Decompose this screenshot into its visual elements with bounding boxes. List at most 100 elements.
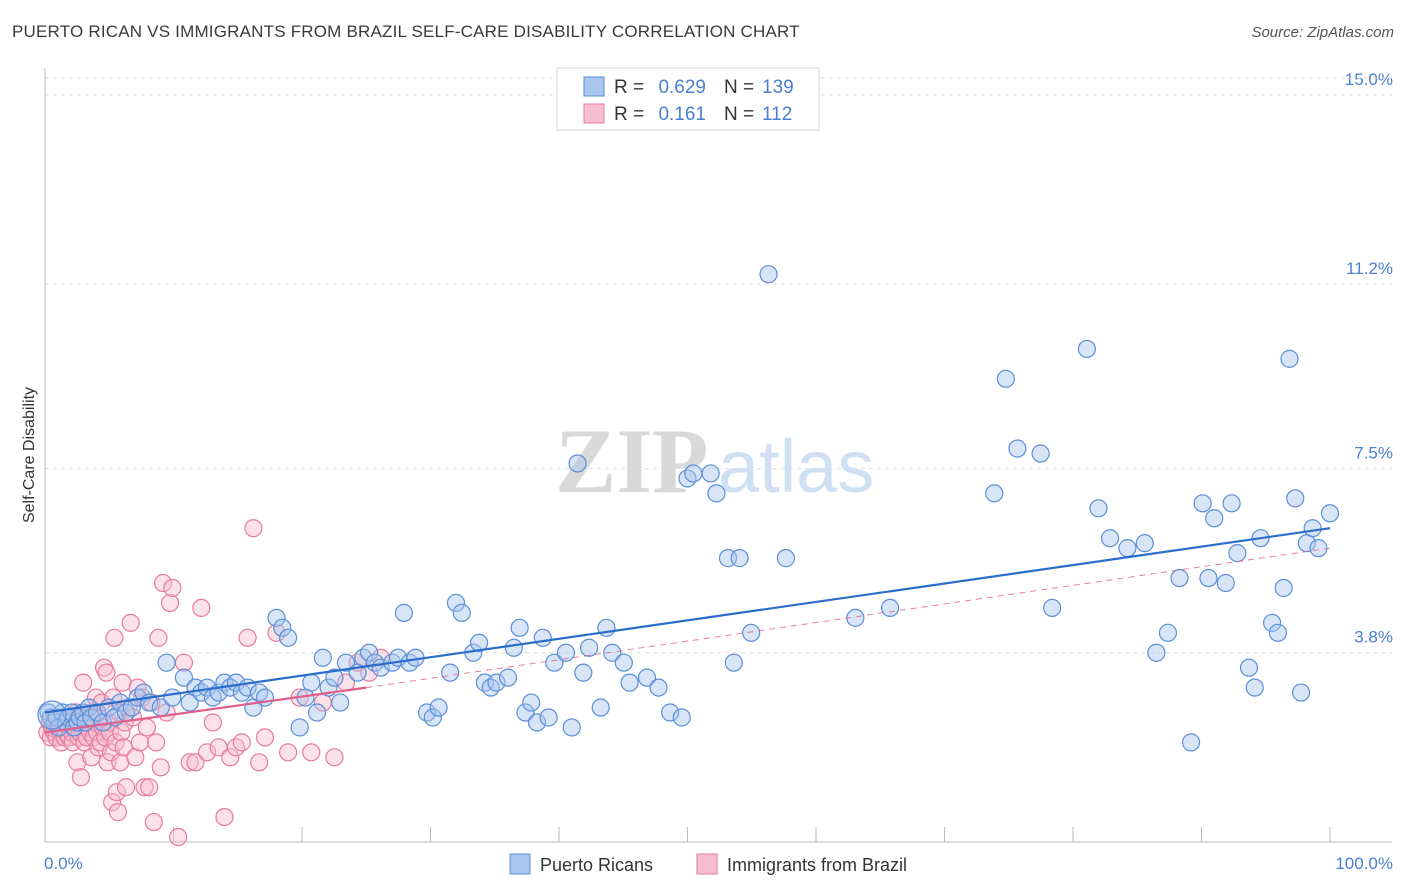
data-point bbox=[707, 484, 726, 503]
data-point bbox=[37, 700, 67, 730]
data-point bbox=[1118, 539, 1137, 558]
legend-r-label: R = bbox=[614, 104, 644, 125]
data-point bbox=[250, 753, 269, 772]
data-point bbox=[481, 678, 500, 697]
data-point bbox=[579, 638, 599, 657]
trend-lines bbox=[44, 527, 1331, 734]
data-point bbox=[74, 673, 93, 692]
data-point bbox=[724, 653, 743, 672]
data-point bbox=[192, 598, 211, 618]
data-point bbox=[591, 698, 610, 717]
data-point bbox=[1291, 683, 1311, 702]
data-point bbox=[701, 464, 720, 483]
data-point bbox=[661, 703, 680, 722]
y-tick-label: 11.2% bbox=[1346, 259, 1393, 278]
data-point bbox=[157, 653, 176, 672]
data-point bbox=[163, 688, 182, 707]
data-point bbox=[1077, 339, 1096, 359]
data-point bbox=[1135, 534, 1154, 553]
data-point bbox=[273, 618, 292, 637]
data-point bbox=[250, 683, 269, 702]
data-point bbox=[1031, 444, 1050, 463]
data-point bbox=[510, 618, 529, 637]
data-point bbox=[759, 265, 778, 284]
x-tick-label: 100.0% bbox=[1335, 854, 1393, 873]
data-point bbox=[121, 613, 140, 632]
data-point bbox=[147, 733, 166, 752]
data-point bbox=[153, 573, 173, 593]
data-point bbox=[331, 693, 350, 712]
data-point bbox=[487, 673, 506, 692]
data-point bbox=[1170, 568, 1189, 588]
data-point bbox=[603, 643, 622, 662]
data-point bbox=[1158, 623, 1178, 642]
data-point bbox=[144, 812, 163, 832]
watermark-zip: ZIP bbox=[555, 410, 708, 512]
data-point bbox=[135, 778, 154, 797]
chart-title: PUERTO RICAN VS IMMIGRANTS FROM BRAZIL S… bbox=[12, 22, 800, 41]
data-point bbox=[1320, 504, 1340, 523]
legend-series-label: Immigrants from Brazil bbox=[727, 855, 907, 875]
data-point bbox=[186, 753, 205, 772]
data-point bbox=[203, 713, 222, 732]
data-point bbox=[1199, 568, 1218, 588]
data-point bbox=[71, 768, 90, 787]
data-point bbox=[137, 718, 156, 737]
data-point bbox=[325, 668, 344, 687]
trend-extension-brazil bbox=[366, 547, 1331, 689]
data-point bbox=[1205, 509, 1224, 528]
data-point bbox=[678, 469, 697, 488]
data-point bbox=[423, 708, 442, 727]
data-point bbox=[1239, 658, 1259, 677]
data-point bbox=[53, 703, 72, 722]
data-point bbox=[637, 668, 657, 687]
data-point bbox=[215, 807, 234, 827]
data-point bbox=[111, 753, 130, 772]
data-point bbox=[614, 653, 633, 672]
data-point bbox=[98, 753, 117, 772]
data-point bbox=[498, 668, 518, 687]
data-point bbox=[545, 653, 564, 672]
legend-n-label: N = bbox=[724, 77, 754, 98]
data-point bbox=[516, 703, 535, 722]
data-point bbox=[1274, 578, 1293, 598]
data-point bbox=[400, 653, 419, 672]
legend-r-label: R = bbox=[614, 77, 644, 98]
data-point bbox=[302, 673, 321, 692]
data-point bbox=[539, 708, 558, 727]
data-point bbox=[996, 369, 1015, 388]
data-point bbox=[504, 638, 523, 657]
data-point bbox=[1193, 494, 1212, 513]
data-point bbox=[649, 678, 668, 697]
data-point bbox=[730, 549, 749, 568]
data-point bbox=[527, 713, 547, 732]
data-point bbox=[429, 698, 448, 717]
data-point bbox=[174, 668, 194, 687]
watermark: ZIP atlas bbox=[555, 410, 874, 512]
data-point bbox=[103, 793, 122, 812]
data-point bbox=[238, 628, 257, 647]
data-point bbox=[742, 623, 761, 642]
legend-r-value: 0.161 bbox=[658, 104, 706, 125]
data-point bbox=[1303, 519, 1322, 538]
data-point bbox=[336, 653, 356, 672]
legend-swatch bbox=[583, 103, 605, 124]
grid-layer: 3.8% 7.5% 11.2% 15.0% bbox=[45, 70, 1393, 654]
y-tick-label: 3.8% bbox=[1354, 628, 1393, 647]
data-point bbox=[151, 758, 170, 777]
data-point bbox=[360, 643, 379, 662]
trend-line-puerto-ricans bbox=[44, 527, 1331, 714]
data-point bbox=[160, 593, 180, 613]
data-point bbox=[533, 628, 552, 647]
data-point bbox=[1100, 529, 1120, 548]
data-point bbox=[108, 803, 128, 822]
data-point bbox=[140, 778, 159, 797]
data-point bbox=[169, 827, 188, 847]
data-point bbox=[1216, 573, 1235, 593]
data-point bbox=[116, 778, 136, 797]
legend-n-value: 139 bbox=[762, 77, 794, 98]
legend-swatch bbox=[583, 76, 605, 97]
data-point bbox=[290, 718, 309, 737]
data-point bbox=[568, 454, 587, 473]
data-point bbox=[522, 693, 541, 712]
